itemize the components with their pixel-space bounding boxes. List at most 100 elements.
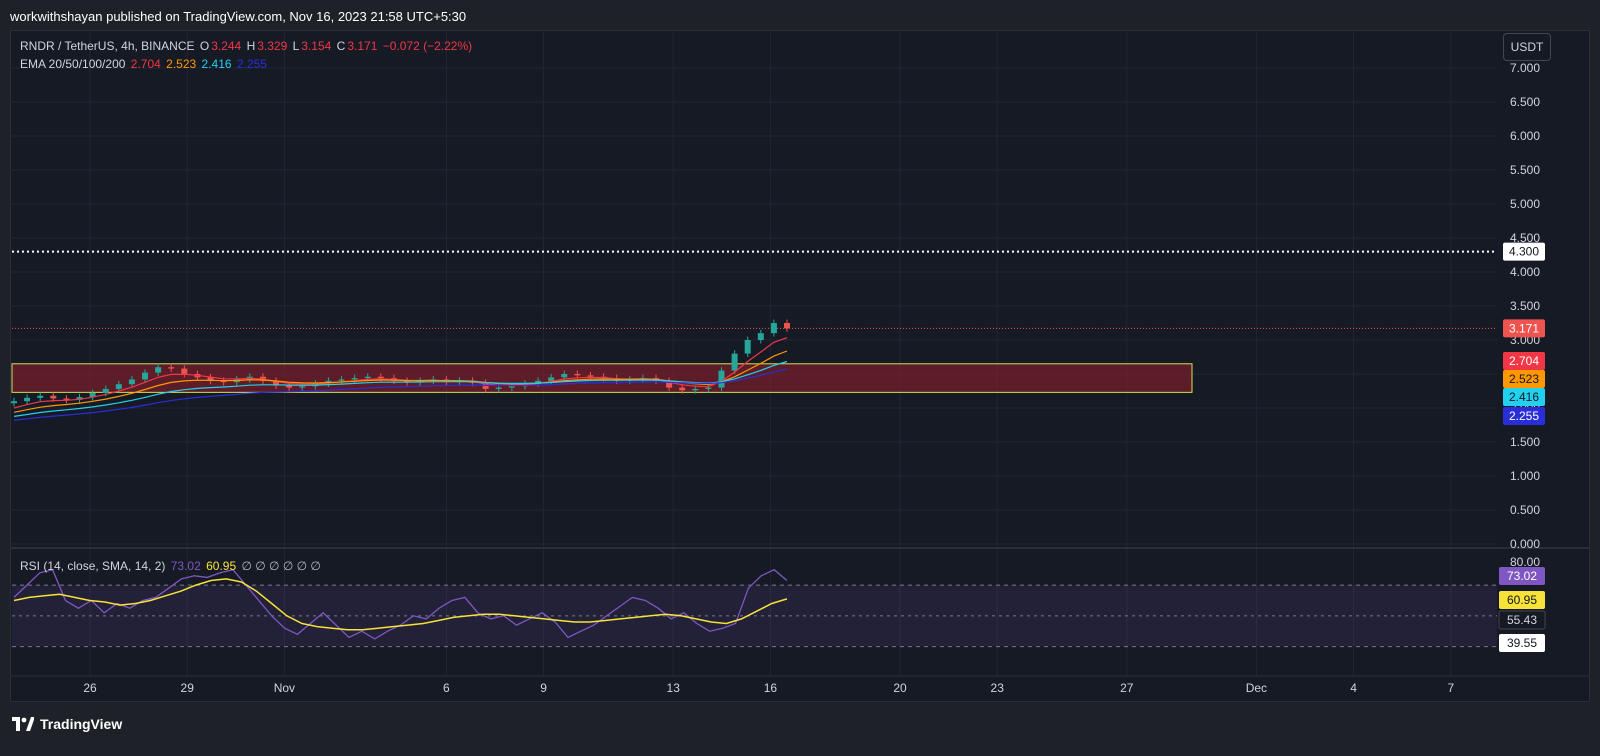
candle-body: [24, 397, 31, 402]
top-bar: workwithshayan published on TradingView.…: [0, 0, 1600, 30]
candle-body: [784, 323, 790, 329]
tradingview-logo-icon: [12, 717, 34, 731]
candle-body: [128, 379, 135, 385]
candle-body: [377, 376, 384, 379]
candle-body: [718, 370, 725, 388]
rsi-label: RSI (14, close, SMA, 14, 2): [20, 559, 166, 573]
candle-body: [757, 333, 764, 340]
current-price-label-bg: [1503, 319, 1545, 338]
ema100-line: [13, 360, 788, 417]
price-tick-label: 5.500: [1510, 163, 1540, 177]
time-tick-label: Nov: [274, 681, 295, 695]
rsi-sma-value: 60.95: [206, 559, 237, 573]
candle-body: [561, 374, 568, 378]
price-tick-label: 1.000: [1510, 469, 1540, 483]
candle-body: [168, 367, 175, 369]
candle-body: [508, 386, 515, 388]
candle-body: [89, 393, 96, 398]
close-value: 3.171: [347, 39, 378, 53]
time-tick-label: 26: [83, 681, 97, 695]
ema200-value: 2.255: [236, 57, 267, 71]
ema-badge-label: 2.255: [1509, 409, 1539, 423]
low-label: L: [292, 39, 300, 53]
candle-body: [155, 367, 162, 373]
current-price-label: 3.171: [1509, 321, 1539, 335]
candle-body: [731, 353, 738, 371]
candle-body: [102, 388, 109, 394]
time-tick-label: 9: [540, 681, 547, 695]
price-tick-label: 7.000: [1510, 61, 1540, 75]
candle-body: [351, 378, 358, 380]
time-tick-label: Dec: [1246, 681, 1267, 695]
price-tick-label: 0.500: [1510, 503, 1540, 517]
candle-body: [666, 380, 673, 388]
time-tick-label: 16: [764, 681, 778, 695]
price-tick-label: 4.500: [1510, 231, 1540, 245]
price-tick-label: 1.500: [1510, 435, 1540, 449]
time-tick-label: 29: [181, 681, 195, 695]
level-price-label: 4.300: [1509, 245, 1539, 259]
candle-body: [679, 387, 686, 391]
rsi-badge-label: 39.55: [1507, 636, 1537, 650]
price-tick-label: 3.500: [1510, 299, 1540, 313]
candle-body: [220, 380, 227, 383]
candle-body: [37, 395, 44, 398]
tradingview-logo[interactable]: TradingView: [12, 716, 122, 732]
candle-body: [705, 387, 712, 389]
rsi-badge-bg: [1499, 591, 1545, 609]
ema50-value: 2.523: [166, 57, 197, 71]
rsi-legend[interactable]: RSI (14, close, SMA, 14, 2) 73.02 60.95 …: [20, 559, 323, 573]
time-tick-label: 6: [443, 681, 450, 695]
ema20-value: 2.704: [130, 57, 161, 71]
rsi-value: 73.02: [170, 559, 201, 573]
price-tick-label: 5.000: [1510, 197, 1540, 211]
rsi-tick-label: 80.00: [1510, 555, 1540, 569]
time-tick-label: 4: [1350, 681, 1357, 695]
ema200-line: [13, 368, 788, 421]
price-tick-label: 4.000: [1510, 265, 1540, 279]
ema100-value: 2.416: [201, 57, 232, 71]
high-label: H: [246, 39, 256, 53]
candle-body: [11, 401, 17, 404]
candle-body: [548, 377, 555, 381]
candle-body: [744, 340, 751, 354]
ema-legend[interactable]: EMA 20/50/100/200 2.704 2.523 2.416 2.25…: [20, 57, 269, 71]
ema-badge-label: 2.416: [1509, 390, 1539, 404]
footer: TradingView: [0, 702, 1600, 756]
close-label: C: [336, 39, 346, 53]
ema-label: EMA 20/50/100/200: [20, 57, 126, 71]
currency-button[interactable]: USDT: [1503, 33, 1551, 61]
price-tick-label: 0.000: [1510, 537, 1540, 551]
rsi-badge-bg: [1498, 610, 1546, 630]
candle-body: [692, 388, 699, 391]
tradingview-brand: TradingView: [40, 716, 123, 732]
level-price-label-bg: [1503, 242, 1545, 261]
candle-body: [63, 398, 70, 400]
ema-badge-bg: [1503, 352, 1545, 370]
symbol-legend: RNDR / TetherUS, 4h, BINANCE O 3.244 H 3.3…: [20, 39, 474, 53]
ema-badge-bg: [1503, 388, 1545, 406]
price-tick-label: 6.500: [1510, 95, 1540, 109]
ema-badge-label: 2.704: [1509, 354, 1539, 368]
candle-body: [273, 380, 280, 386]
candle-body: [50, 395, 57, 399]
candle-body: [207, 377, 214, 381]
symbol-label[interactable]: RNDR / TetherUS, 4h, BINANCE: [20, 39, 195, 53]
open-label: O: [199, 39, 210, 53]
rsi-badge-label: 55.43: [1507, 613, 1537, 627]
candle-body: [76, 397, 83, 400]
rsi-extra-values: ∅ ∅ ∅ ∅ ∅ ∅: [241, 559, 321, 573]
rsi-badge-label: 73.02: [1507, 569, 1537, 583]
candle-body: [181, 368, 188, 374]
candle-body: [535, 380, 542, 384]
change-value: −0.072 (−2.22%): [382, 39, 473, 53]
time-tick-label: 13: [667, 681, 681, 695]
time-tick-label: 27: [1120, 681, 1134, 695]
ema-badge-bg: [1503, 370, 1545, 388]
candle-body: [338, 379, 345, 381]
time-tick-label: 23: [991, 681, 1005, 695]
candle-body: [587, 375, 594, 377]
published-line: workwithshayan published on TradingView.…: [10, 9, 467, 24]
high-value: 3.329: [257, 39, 288, 53]
